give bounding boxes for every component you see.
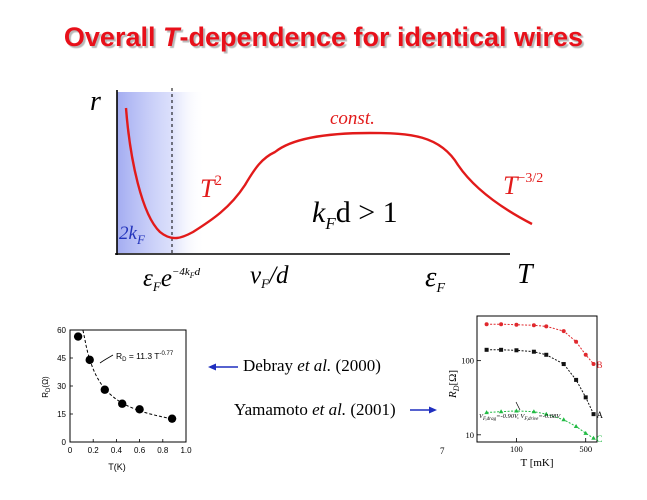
debray-data-point (100, 385, 110, 394)
yamamoto-y-axis-label: RD[Ω] (447, 370, 461, 399)
const-label: const. (330, 108, 375, 129)
yamamoto-series-C-point (514, 408, 519, 413)
debray-x-tick-label: 0.6 (134, 446, 146, 455)
yamamoto-series-B-point (544, 324, 549, 329)
yamamoto-series-A-point (591, 412, 596, 417)
debray-y-tick-label: 30 (57, 382, 66, 391)
debray-plot: 0 0.2 0.4 0.6 0.8 1.0 0 15 30 45 60 RD = 11.3 T-0.… (41, 326, 192, 472)
low-temperature-shaded-region (117, 92, 205, 253)
yamamoto-series-A-point (484, 347, 489, 352)
yamamoto-series-B-point (574, 339, 579, 344)
yamamoto-curves-group: B A C (484, 322, 604, 444)
yamamoto-series-C-point (573, 423, 579, 428)
yamamoto-series-C-point (531, 409, 537, 414)
debray-data-point (135, 405, 144, 414)
yamamoto-series-B-label: B (597, 360, 603, 370)
drag-resistance-curve (124, 107, 533, 240)
debray-data-point (118, 399, 127, 408)
kfd-condition-label: kFd > 1 (312, 196, 398, 233)
yamamoto-y-tick-label: 10 (466, 430, 475, 440)
debray-x-axis-label: T(K) (108, 462, 126, 472)
tick-label-vf-over-d: vF/d (250, 262, 289, 291)
debray-reference: Debray et al. (2000) (243, 356, 381, 375)
yamamoto-series-A-point (561, 362, 566, 367)
tick-label-ef-exp: εFe−4kFd (143, 265, 201, 294)
debray-y-tick-label: 45 (57, 354, 66, 363)
yamamoto-x-tick-label: 100 (510, 444, 523, 454)
debray-plot-frame (69, 329, 187, 443)
tick-label-ef: εF (425, 261, 445, 296)
yamamoto-x-axis-label: T [mK] (520, 457, 553, 469)
slide-title: Overall T-dependence for identical wires (63, 22, 584, 52)
yamamoto-series-C-label: C (597, 434, 603, 444)
yamamoto-series-B-point (591, 362, 596, 367)
debray-points-group (73, 332, 177, 423)
debray-y-tick-label: 15 (57, 410, 66, 419)
yamamoto-series-C-point (591, 435, 596, 440)
yamamoto-series-B-point (531, 323, 536, 328)
yamamoto-series-C-point (583, 430, 589, 435)
debray-data-point (73, 332, 83, 341)
yamamoto-plot-frame (476, 315, 598, 443)
yamamoto-series-A-line (486, 349, 595, 415)
debray-fit-curve (78, 329, 175, 420)
yamamoto-series-A-label: A (597, 410, 604, 420)
debray-x-tick-label: 0.2 (88, 446, 100, 455)
yamamoto-series-A-point (583, 395, 588, 400)
debray-y-tick-label: 0 (62, 438, 67, 447)
yamamoto-series-C-point (484, 410, 489, 415)
debray-y-tick-label: 60 (57, 326, 66, 335)
debray-x-tick-label: 0 (68, 446, 73, 455)
yamamoto-y-tick-label: 100 (461, 356, 474, 366)
debray-fit-label: RD = 11.3 T-0.77 (116, 351, 174, 363)
debray-tick-group: 0 0.2 0.4 0.6 0.8 1.0 0 15 30 45 60 (57, 326, 192, 455)
yamamoto-x-tick-label: 500 (579, 444, 592, 454)
yamamoto-series-A-point (514, 348, 519, 353)
debray-fit-pointer (99, 354, 114, 364)
yamamoto-series-B-point (561, 329, 566, 334)
yamamoto-plot: 100 500 10 100 B A C RD[Ω] T [mK] VF,drag=-0.… (440, 315, 604, 469)
yamamoto-series-C-point (543, 411, 549, 416)
two-kf-label: 2kF (119, 223, 146, 247)
slide-page-number: 7 (440, 446, 445, 456)
yamamoto-series-B-point (484, 322, 489, 327)
debray-y-axis-label: RD(Ω) (41, 376, 52, 398)
debray-x-tick-label: 0.8 (157, 446, 169, 455)
debray-x-tick-label: 0.4 (111, 446, 123, 455)
debray-fit-group (78, 329, 175, 420)
t-squared-label: T2 (200, 173, 222, 203)
debray-data-point (85, 355, 94, 365)
yamamoto-reference: Yamamoto et al. (2001) (234, 400, 396, 419)
yamamoto-series-B-line (486, 323, 594, 365)
t-axis-label: T (517, 259, 535, 290)
debray-arrowhead-icon (208, 363, 216, 371)
yamamoto-series-B-point (514, 322, 519, 327)
yamamoto-series-B-point (499, 322, 504, 327)
yamamoto-series-A-point (574, 377, 579, 382)
yamamoto-series-B-point (583, 352, 588, 357)
yamamoto-series-A-point (544, 352, 549, 357)
yamamoto-series-A-point (499, 347, 504, 352)
yamamoto-annotation-pointer (515, 401, 521, 411)
yamamoto-series-C-point (561, 417, 567, 422)
yamamoto-series-A-point (531, 349, 536, 354)
t-minus-three-halves-label: T−3/2 (503, 171, 543, 200)
debray-data-point (167, 414, 177, 423)
r-axis-label: r (90, 86, 101, 117)
yamamoto-arrowhead-icon (429, 406, 437, 414)
yamamoto-tick-group: 100 500 10 100 (461, 356, 592, 454)
debray-x-tick-label: 1.0 (180, 446, 192, 455)
yamamoto-series-C-point (498, 409, 504, 414)
yamamoto-voltage-annotation: VF,drag=-0.90V, VF,drive=-0.88V (479, 413, 561, 422)
